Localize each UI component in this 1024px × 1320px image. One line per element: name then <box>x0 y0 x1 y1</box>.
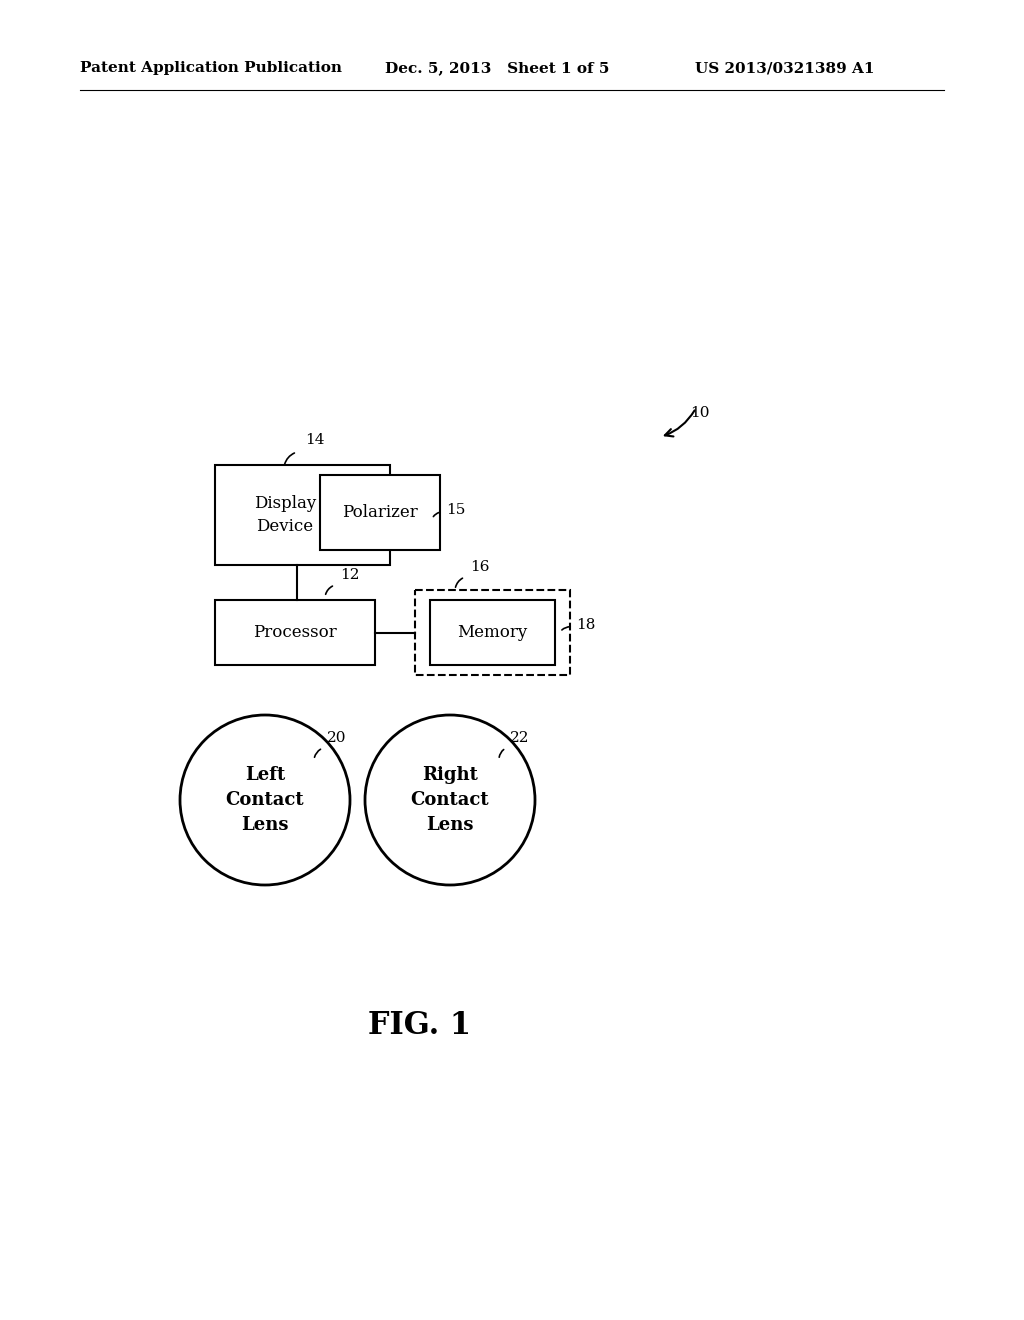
Bar <box>415 590 570 675</box>
Text: 15: 15 <box>446 503 465 517</box>
Text: US 2013/0321389 A1: US 2013/0321389 A1 <box>695 61 874 75</box>
Text: FIG. 1: FIG. 1 <box>369 1010 471 1040</box>
Text: 10: 10 <box>690 407 710 420</box>
Circle shape <box>180 715 350 884</box>
Bar <box>430 601 555 665</box>
Text: Processor: Processor <box>253 624 337 642</box>
Text: Left
Contact
Lens: Left Contact Lens <box>225 766 304 834</box>
Text: 18: 18 <box>575 618 595 632</box>
Text: 22: 22 <box>510 731 529 744</box>
Text: Patent Application Publication: Patent Application Publication <box>80 61 342 75</box>
Text: Memory: Memory <box>458 624 527 642</box>
Text: 12: 12 <box>340 568 359 582</box>
Circle shape <box>365 715 535 884</box>
Text: 20: 20 <box>327 731 346 744</box>
Text: Right
Contact
Lens: Right Contact Lens <box>411 766 489 834</box>
Bar <box>319 475 440 550</box>
Text: Dec. 5, 2013   Sheet 1 of 5: Dec. 5, 2013 Sheet 1 of 5 <box>385 61 609 75</box>
Bar <box>215 465 390 565</box>
Text: 16: 16 <box>470 560 489 574</box>
Bar <box>215 601 375 665</box>
Text: Polarizer: Polarizer <box>342 504 418 521</box>
Text: 14: 14 <box>305 433 325 447</box>
Text: Display
Device: Display Device <box>254 495 316 535</box>
